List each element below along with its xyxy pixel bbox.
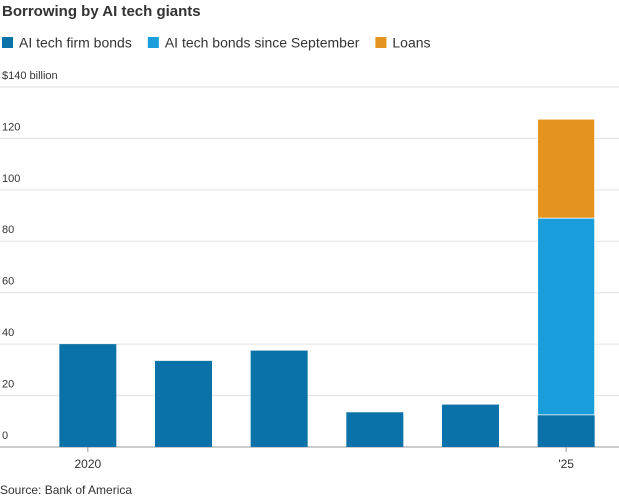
bar-segment [537, 414, 595, 447]
chart-title: Borrowing by AI tech giants [2, 3, 201, 20]
bar-segment [346, 412, 404, 447]
bar-segment [537, 217, 596, 416]
legend-label: AI tech bonds since September [165, 35, 360, 51]
y-tick-label: 60 [2, 276, 14, 288]
bar-segment [250, 350, 308, 447]
y-tick-label: 120 [2, 121, 20, 133]
source: Source: Bank of America [0, 483, 132, 497]
y-tick-label: 100 [2, 173, 20, 185]
y-tick-label: 0 [2, 430, 8, 442]
bar-segment [442, 404, 499, 447]
legend-swatch [147, 37, 159, 48]
x-tick-label: 2020 [74, 457, 101, 471]
bar-segment [537, 118, 596, 219]
y-tick-label: 20 [2, 378, 14, 390]
bar-segment [155, 360, 212, 447]
y-tick-label: 40 [2, 327, 14, 339]
legend-swatch [375, 37, 387, 48]
y-tick-label: $140 billion [2, 70, 58, 82]
bar-segment [59, 344, 117, 447]
legend-label: AI tech firm bonds [19, 35, 132, 51]
y-tick-label: 80 [2, 224, 14, 236]
x-tick-label: '25 [558, 457, 574, 471]
legend-label: Loans [392, 35, 430, 51]
legend-swatch [2, 37, 13, 48]
